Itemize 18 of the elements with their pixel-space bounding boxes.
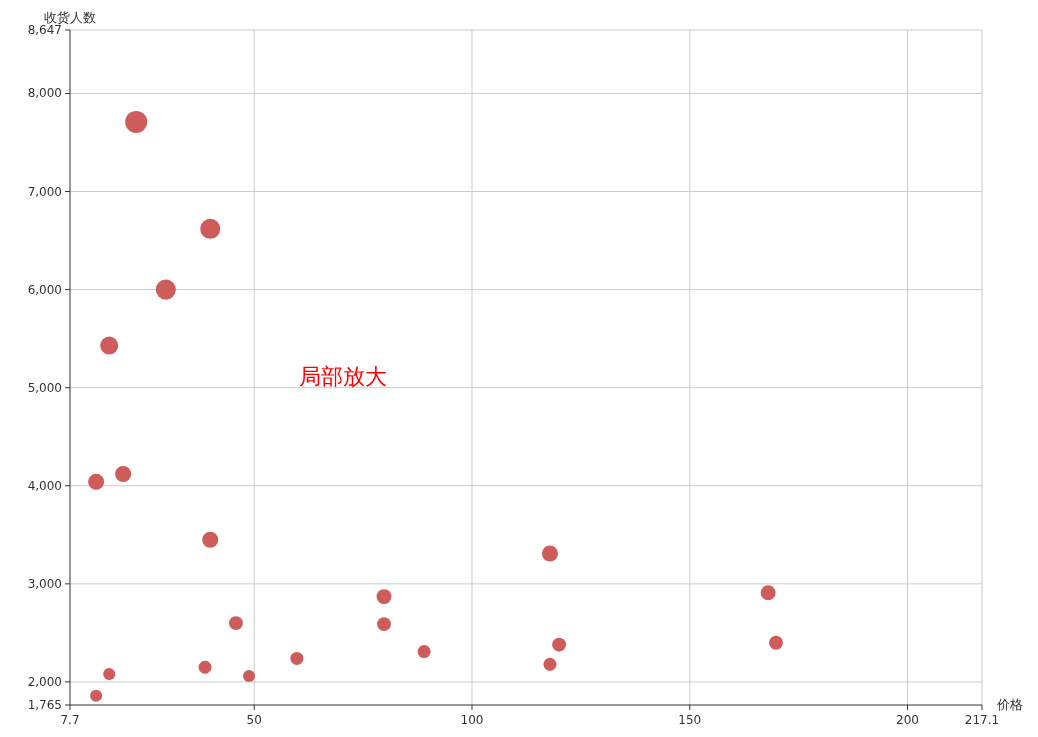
- x-tick-label: 50: [246, 713, 262, 727]
- y-tick-label: 2,000: [27, 674, 62, 689]
- x-tick-label: 7.7: [60, 713, 80, 727]
- y-tick-label: 7,000: [27, 184, 62, 199]
- x-tick-label: 150: [678, 713, 702, 727]
- annotation: 局部放大: [299, 364, 387, 389]
- y-tick-label: 6,000: [27, 282, 62, 297]
- y-tick-label: 4,000: [27, 478, 62, 493]
- x-axis-title: 价格: [996, 697, 1023, 712]
- y-tick-label: 8,000: [27, 86, 62, 101]
- y-tick-label: 5,000: [27, 380, 62, 395]
- x-tick-label: 200: [896, 713, 919, 727]
- y-tick-label: 1,765: [27, 698, 62, 712]
- y-axis-title: 收货人数: [44, 10, 96, 25]
- y-tick-label: 3,000: [27, 576, 62, 591]
- y-tick-label: 8,647: [27, 23, 62, 37]
- x-tick-label: 100: [460, 713, 484, 727]
- x-tick-label: 217.1: [964, 713, 1000, 727]
